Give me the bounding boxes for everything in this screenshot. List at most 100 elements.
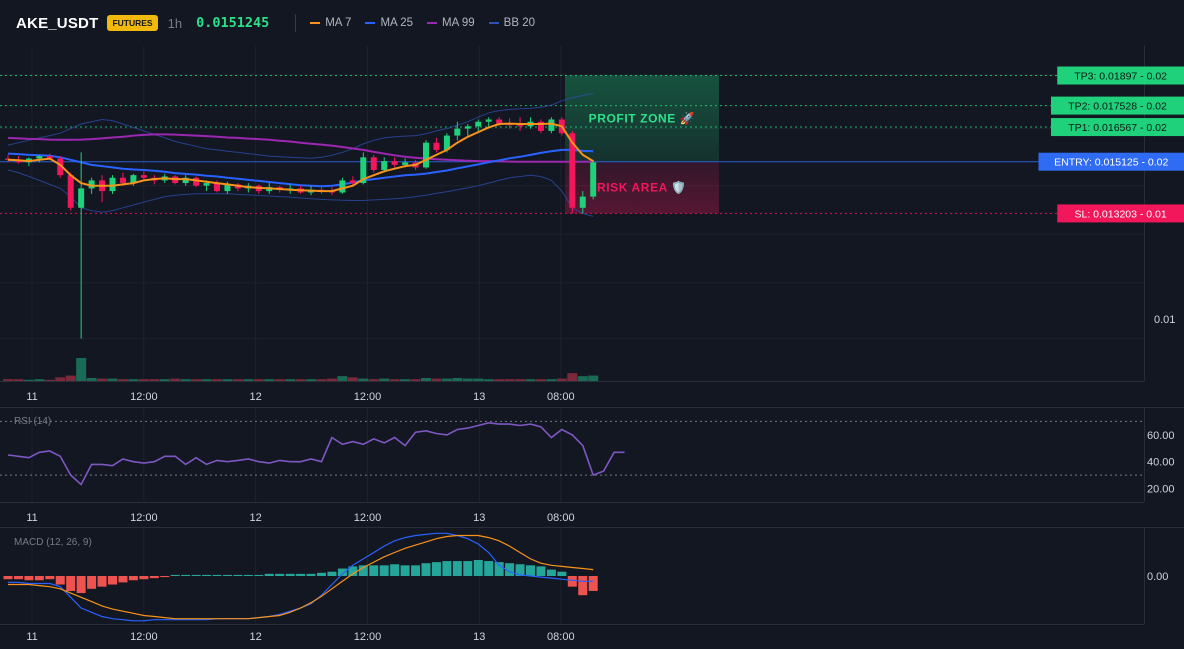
macd-histogram-bar bbox=[557, 571, 567, 576]
rsi-line bbox=[7, 421, 625, 486]
macd-histogram-bar bbox=[515, 564, 525, 576]
macd-histogram-bar bbox=[473, 560, 483, 576]
volume-bar bbox=[243, 379, 254, 381]
candle-body bbox=[46, 156, 53, 159]
time-axis-label: 12:00 bbox=[354, 631, 382, 643]
macd-histogram-bar bbox=[275, 573, 285, 576]
candle-body bbox=[203, 183, 210, 186]
volume-bar bbox=[128, 379, 139, 381]
candle-body bbox=[140, 175, 147, 178]
time-axis-label: 11 bbox=[26, 631, 37, 643]
volume-bar bbox=[212, 379, 222, 381]
volume-bar bbox=[452, 377, 463, 381]
volume-bar bbox=[138, 379, 149, 381]
time-axis-label: 11 bbox=[26, 512, 37, 524]
volume-bar bbox=[3, 379, 13, 381]
volume-bar bbox=[483, 379, 494, 381]
macd-histogram-bar bbox=[97, 576, 107, 587]
rsi-axis-label: 20.00 bbox=[1147, 484, 1175, 496]
volume-bar bbox=[97, 378, 108, 381]
legend-bb20[interactable]: BB 20 bbox=[488, 17, 535, 29]
macd-histogram-bar bbox=[369, 565, 379, 576]
level-tag[interactable] bbox=[1057, 66, 1184, 85]
volume-bar bbox=[306, 379, 317, 381]
candle-body bbox=[370, 157, 377, 170]
volume-bar bbox=[368, 379, 379, 381]
volume-bar bbox=[65, 375, 76, 381]
volume-bar bbox=[546, 379, 557, 381]
macd-histogram-bar bbox=[45, 576, 55, 580]
rsi-axis-label: 60.00 bbox=[1147, 430, 1175, 442]
volume-bar bbox=[170, 378, 181, 381]
macd-histogram-bar bbox=[588, 576, 598, 591]
time-axis-label: 12:00 bbox=[354, 512, 382, 524]
level-tag[interactable] bbox=[1051, 118, 1184, 137]
legend-swatch bbox=[310, 22, 321, 24]
macd-histogram-bar bbox=[202, 574, 212, 576]
volume-bar bbox=[159, 379, 170, 381]
macd-histogram-bar bbox=[264, 573, 274, 576]
candle-body bbox=[454, 128, 461, 136]
time-axis-label: 12:00 bbox=[354, 391, 382, 403]
volume-bar bbox=[149, 379, 160, 381]
candle-body bbox=[193, 177, 200, 186]
ma25-line bbox=[7, 148, 594, 188]
volume-bar bbox=[556, 378, 567, 381]
volume-bar bbox=[107, 378, 118, 381]
volume-bar bbox=[274, 379, 285, 381]
macd-signal-line bbox=[8, 534, 594, 620]
volume-bar bbox=[34, 379, 45, 381]
volume-bar bbox=[358, 378, 369, 381]
volume-bar bbox=[389, 379, 400, 381]
candle-body bbox=[475, 121, 482, 127]
macd-histogram-bar bbox=[494, 562, 504, 576]
volume-bar bbox=[525, 379, 536, 381]
profit-zone-label: PROFIT ZONE 🚀 bbox=[589, 112, 696, 126]
last-price: 0.0151245 bbox=[196, 15, 270, 31]
volume-bar bbox=[253, 379, 264, 381]
level-tag[interactable] bbox=[1057, 204, 1184, 223]
candle-body bbox=[423, 142, 429, 168]
macd-histogram-bar bbox=[285, 573, 295, 576]
time-axis-label: 08:00 bbox=[547, 391, 575, 403]
time-axis-label: 08:00 bbox=[547, 512, 575, 524]
profit-zone bbox=[564, 75, 719, 162]
candle-body bbox=[517, 125, 524, 127]
macd-histogram-bar bbox=[379, 565, 389, 576]
candle-body bbox=[339, 180, 346, 193]
candle-body bbox=[349, 180, 356, 184]
legend-ma7[interactable]: MA 7 bbox=[310, 17, 351, 29]
macd-histogram-bar bbox=[536, 566, 546, 576]
bb-upper-line bbox=[7, 92, 594, 159]
level-tag-label: TP3: 0.01897 - 0.02 bbox=[1074, 71, 1167, 83]
candle-body bbox=[88, 180, 95, 189]
timeframe-label[interactable]: 1h bbox=[167, 15, 183, 31]
macd-histogram-bar bbox=[170, 574, 180, 576]
level-tag[interactable] bbox=[1051, 96, 1184, 115]
time-axis-label: 12:00 bbox=[130, 631, 158, 643]
chart-header: AKE_USDT FUTURES 1h 0.0151245 MA 7 MA 25… bbox=[0, 0, 1184, 46]
macd-histogram-bar bbox=[431, 562, 441, 576]
candle-body bbox=[5, 158, 11, 160]
volume-bar bbox=[44, 379, 55, 381]
candle-body bbox=[443, 135, 450, 150]
candle-body bbox=[496, 119, 503, 125]
macd-histogram-bar bbox=[327, 571, 337, 576]
macd-histogram-bar bbox=[87, 576, 97, 589]
volume-bar bbox=[347, 377, 358, 381]
macd-histogram-bar bbox=[160, 576, 170, 578]
macd-histogram-bar bbox=[139, 576, 149, 580]
legend-swatch bbox=[427, 22, 438, 24]
macd-histogram-bar bbox=[13, 576, 23, 580]
macd-histogram-bar bbox=[24, 576, 34, 581]
macd-histogram-bar bbox=[233, 574, 243, 576]
symbol-name[interactable]: AKE_USDT bbox=[16, 14, 99, 32]
level-tag[interactable] bbox=[1038, 152, 1184, 171]
level-tag-label: TP1: 0.016567 - 0.02 bbox=[1068, 122, 1167, 134]
candle-body bbox=[36, 156, 43, 159]
legend-ma25[interactable]: MA 25 bbox=[365, 17, 413, 29]
volume-bar bbox=[535, 379, 546, 381]
legend-ma99[interactable]: MA 99 bbox=[427, 17, 475, 29]
macd-histogram-bar bbox=[254, 574, 264, 576]
